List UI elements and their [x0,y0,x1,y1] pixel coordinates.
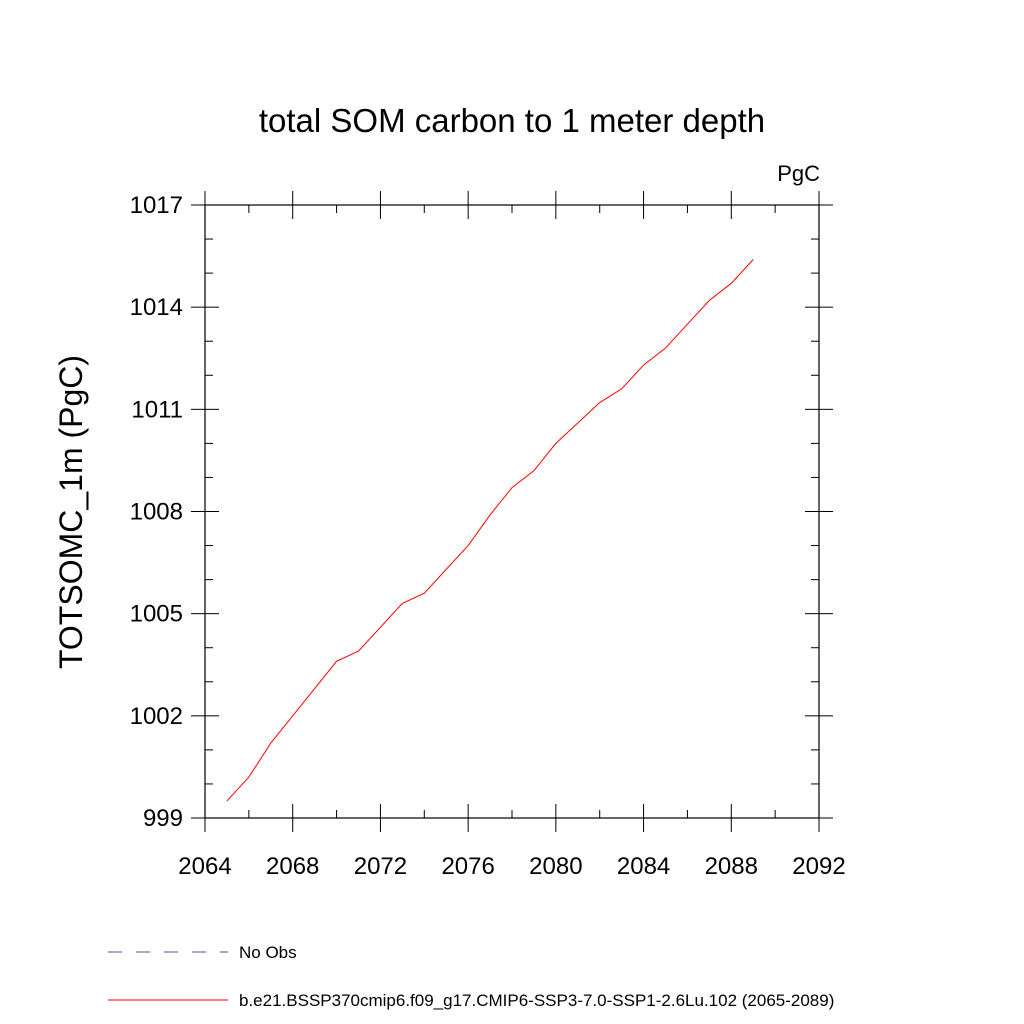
x-tick-label: 2088 [705,853,758,880]
y-tick-label: 1002 [130,703,183,730]
y-tick-label: 1008 [130,499,183,526]
x-tick-label: 2068 [266,853,319,880]
chart-title: total SOM carbon to 1 meter depth [259,102,765,139]
y-tick-label: 1014 [130,294,183,321]
legend: No Obs b.e21.BSSP370cmip6.f09_g17.CMIP6-S… [108,943,834,1010]
series-layer [226,259,754,802]
x-tick-label: 2064 [178,853,231,880]
legend-label: b.e21.BSSP370cmip6.f09_g17.CMIP6-SSP3-7.… [239,991,834,1010]
x-axis: 2064 2068 2072 2076 2080 2084 2088 2092 [178,191,846,880]
legend-label: No Obs [239,943,297,962]
units-label: PgC [777,161,820,186]
x-tick-label: 2092 [792,853,845,880]
y-tick-label: 1017 [130,192,183,219]
y-tick-label: 1011 [131,396,183,423]
y-axis-label: TOTSOMC_1m (PgC) [53,355,89,669]
x-tick-label: 2072 [354,853,407,880]
y-axis: 999 1002 1005 1008 1011 1014 1017 [130,192,833,832]
plot-frame [204,204,820,819]
x-tick-label: 2076 [441,853,494,880]
y-tick-label: 1005 [130,601,183,628]
x-tick-label: 2084 [617,853,670,880]
x-tick-label: 2080 [529,853,582,880]
y-tick-label: 999 [143,805,183,832]
series-line [226,259,754,802]
